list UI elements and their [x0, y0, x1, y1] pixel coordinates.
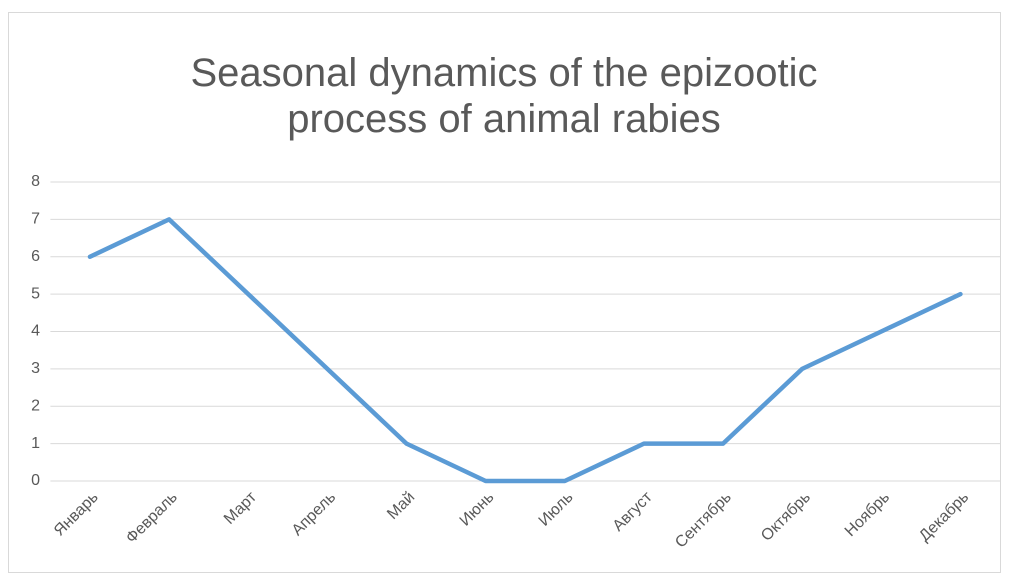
y-tick-label: 0: [31, 472, 40, 489]
y-tick-label: 5: [31, 285, 40, 302]
y-tick-label: 6: [31, 248, 40, 265]
y-tick-label: 8: [31, 173, 40, 190]
y-tick-label: 3: [31, 360, 40, 377]
y-tick-label: 2: [31, 397, 40, 414]
y-tick-label: 4: [31, 323, 40, 340]
y-tick-label: 1: [31, 435, 40, 452]
chart-title: Seasonal dynamics of the epizootic proce…: [190, 51, 818, 141]
data-line: [87, 217, 963, 484]
y-tick-label: 7: [31, 211, 40, 228]
